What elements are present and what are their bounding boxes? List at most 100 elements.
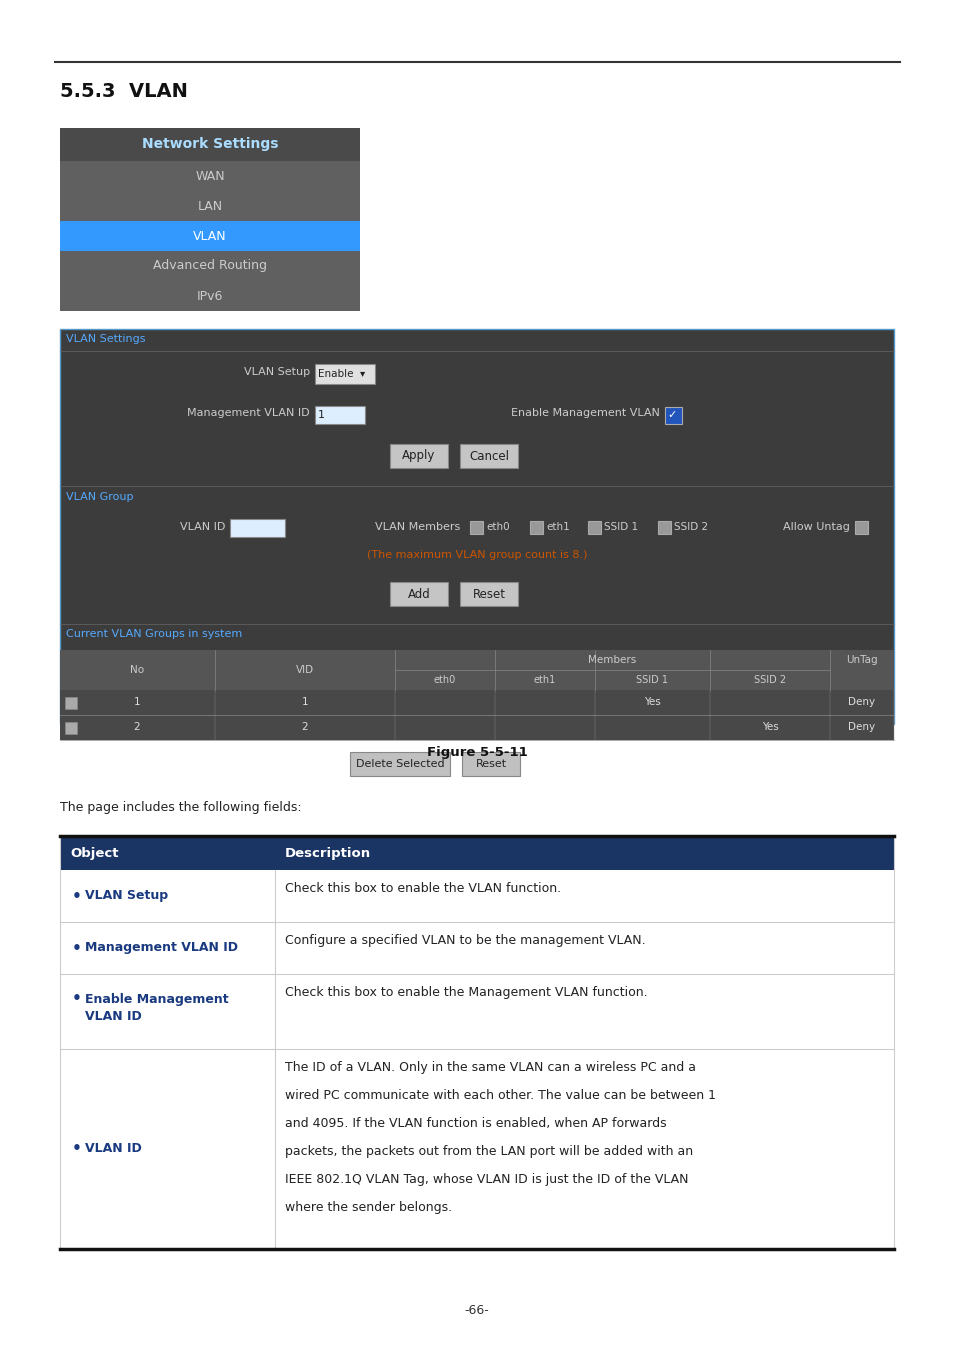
Text: UnTag: UnTag — [845, 655, 877, 666]
Text: No: No — [130, 666, 144, 675]
Text: Management VLAN ID: Management VLAN ID — [85, 941, 237, 954]
Text: Description: Description — [285, 846, 371, 860]
FancyBboxPatch shape — [60, 281, 359, 311]
Text: VLAN Settings: VLAN Settings — [66, 333, 146, 344]
Text: •: • — [71, 888, 82, 903]
FancyBboxPatch shape — [658, 521, 670, 535]
Text: 2: 2 — [301, 722, 308, 732]
FancyBboxPatch shape — [60, 869, 893, 922]
Text: VLAN Setup: VLAN Setup — [244, 367, 310, 377]
Text: packets, the packets out from the LAN port will be added with an: packets, the packets out from the LAN po… — [285, 1145, 693, 1158]
Text: eth0: eth0 — [434, 675, 456, 684]
Text: VLAN ID: VLAN ID — [85, 1011, 142, 1023]
Text: SSID 2: SSID 2 — [753, 675, 785, 684]
Text: WAN: WAN — [195, 170, 225, 182]
Text: VLAN Group: VLAN Group — [66, 491, 133, 502]
Text: eth1: eth1 — [545, 522, 569, 532]
FancyBboxPatch shape — [854, 521, 867, 535]
Text: IPv6: IPv6 — [196, 289, 223, 302]
Text: eth0: eth0 — [485, 522, 509, 532]
FancyBboxPatch shape — [60, 716, 893, 740]
FancyBboxPatch shape — [60, 690, 893, 716]
FancyBboxPatch shape — [314, 406, 365, 424]
Text: Yes: Yes — [760, 722, 778, 732]
Text: Deny: Deny — [847, 722, 875, 732]
FancyBboxPatch shape — [664, 406, 681, 424]
FancyBboxPatch shape — [60, 922, 893, 973]
Text: Advanced Routing: Advanced Routing — [152, 259, 267, 273]
Text: •: • — [71, 941, 82, 956]
Text: Current VLAN Groups in system: Current VLAN Groups in system — [66, 629, 242, 639]
FancyBboxPatch shape — [459, 582, 517, 606]
Text: The page includes the following fields:: The page includes the following fields: — [60, 801, 301, 814]
FancyBboxPatch shape — [60, 1049, 893, 1249]
Text: VLAN ID: VLAN ID — [179, 522, 225, 532]
FancyBboxPatch shape — [530, 521, 542, 535]
Text: Add: Add — [407, 587, 430, 601]
FancyBboxPatch shape — [60, 128, 359, 161]
Text: 1: 1 — [133, 697, 140, 707]
FancyBboxPatch shape — [60, 190, 359, 221]
Text: Network Settings: Network Settings — [142, 136, 278, 151]
FancyBboxPatch shape — [60, 973, 893, 1049]
Text: Reset: Reset — [472, 587, 505, 601]
Text: Members: Members — [587, 655, 636, 666]
FancyBboxPatch shape — [314, 364, 375, 383]
FancyBboxPatch shape — [60, 649, 893, 690]
Text: Delete Selected: Delete Selected — [355, 759, 444, 769]
Text: -66-: -66- — [464, 1304, 489, 1316]
Text: 2: 2 — [133, 722, 140, 732]
Text: LAN: LAN — [197, 200, 222, 212]
Text: Yes: Yes — [643, 697, 659, 707]
Text: Check this box to enable the VLAN function.: Check this box to enable the VLAN functi… — [285, 882, 560, 895]
FancyBboxPatch shape — [65, 697, 77, 709]
Text: Reset: Reset — [475, 759, 506, 769]
Text: Enable Management: Enable Management — [85, 992, 229, 1006]
Text: VLAN Setup: VLAN Setup — [85, 890, 168, 903]
Text: 1: 1 — [301, 697, 308, 707]
Text: SSID 2: SSID 2 — [673, 522, 707, 532]
FancyBboxPatch shape — [459, 444, 517, 468]
Text: Check this box to enable the Management VLAN function.: Check this box to enable the Management … — [285, 986, 647, 999]
FancyBboxPatch shape — [461, 752, 519, 776]
Text: 5.5.3  VLAN: 5.5.3 VLAN — [60, 82, 188, 101]
Text: •: • — [71, 991, 82, 1007]
Text: Deny: Deny — [847, 697, 875, 707]
Text: •: • — [71, 1142, 82, 1157]
FancyBboxPatch shape — [230, 518, 285, 537]
FancyBboxPatch shape — [390, 582, 448, 606]
FancyBboxPatch shape — [60, 836, 893, 869]
Text: Configure a specified VLAN to be the management VLAN.: Configure a specified VLAN to be the man… — [285, 934, 645, 946]
Text: Figure 5-5-11: Figure 5-5-11 — [426, 747, 527, 759]
Text: SSID 1: SSID 1 — [636, 675, 667, 684]
FancyBboxPatch shape — [587, 521, 600, 535]
Text: Object: Object — [70, 846, 118, 860]
Text: VLAN Members: VLAN Members — [375, 522, 459, 532]
Text: ✓: ✓ — [666, 410, 676, 420]
Text: Allow Untag: Allow Untag — [782, 522, 849, 532]
Text: Enable Management VLAN: Enable Management VLAN — [511, 408, 659, 418]
Text: VID: VID — [295, 666, 314, 675]
Text: Management VLAN ID: Management VLAN ID — [187, 408, 310, 418]
Text: where the sender belongs.: where the sender belongs. — [285, 1202, 452, 1214]
Text: eth1: eth1 — [534, 675, 556, 684]
FancyBboxPatch shape — [60, 221, 359, 251]
Text: VLAN ID: VLAN ID — [85, 1142, 142, 1156]
FancyBboxPatch shape — [390, 444, 448, 468]
Text: (The maximum VLAN group count is 8.): (The maximum VLAN group count is 8.) — [366, 549, 587, 560]
Text: and 4095. If the VLAN function is enabled, when AP forwards: and 4095. If the VLAN function is enable… — [285, 1116, 666, 1130]
Text: IEEE 802.1Q VLAN Tag, whose VLAN ID is just the ID of the VLAN: IEEE 802.1Q VLAN Tag, whose VLAN ID is j… — [285, 1173, 688, 1187]
Text: 1: 1 — [317, 410, 325, 420]
FancyBboxPatch shape — [65, 722, 77, 734]
FancyBboxPatch shape — [60, 251, 359, 281]
Text: VLAN: VLAN — [193, 230, 227, 243]
Text: SSID 1: SSID 1 — [603, 522, 638, 532]
FancyBboxPatch shape — [470, 521, 482, 535]
FancyBboxPatch shape — [60, 161, 359, 190]
FancyBboxPatch shape — [60, 329, 893, 724]
Text: The ID of a VLAN. Only in the same VLAN can a wireless PC and a: The ID of a VLAN. Only in the same VLAN … — [285, 1061, 696, 1075]
Text: Apply: Apply — [402, 450, 436, 463]
FancyBboxPatch shape — [350, 752, 450, 776]
Text: Cancel: Cancel — [469, 450, 509, 463]
Text: wired PC communicate with each other. The value can be between 1: wired PC communicate with each other. Th… — [285, 1089, 716, 1102]
